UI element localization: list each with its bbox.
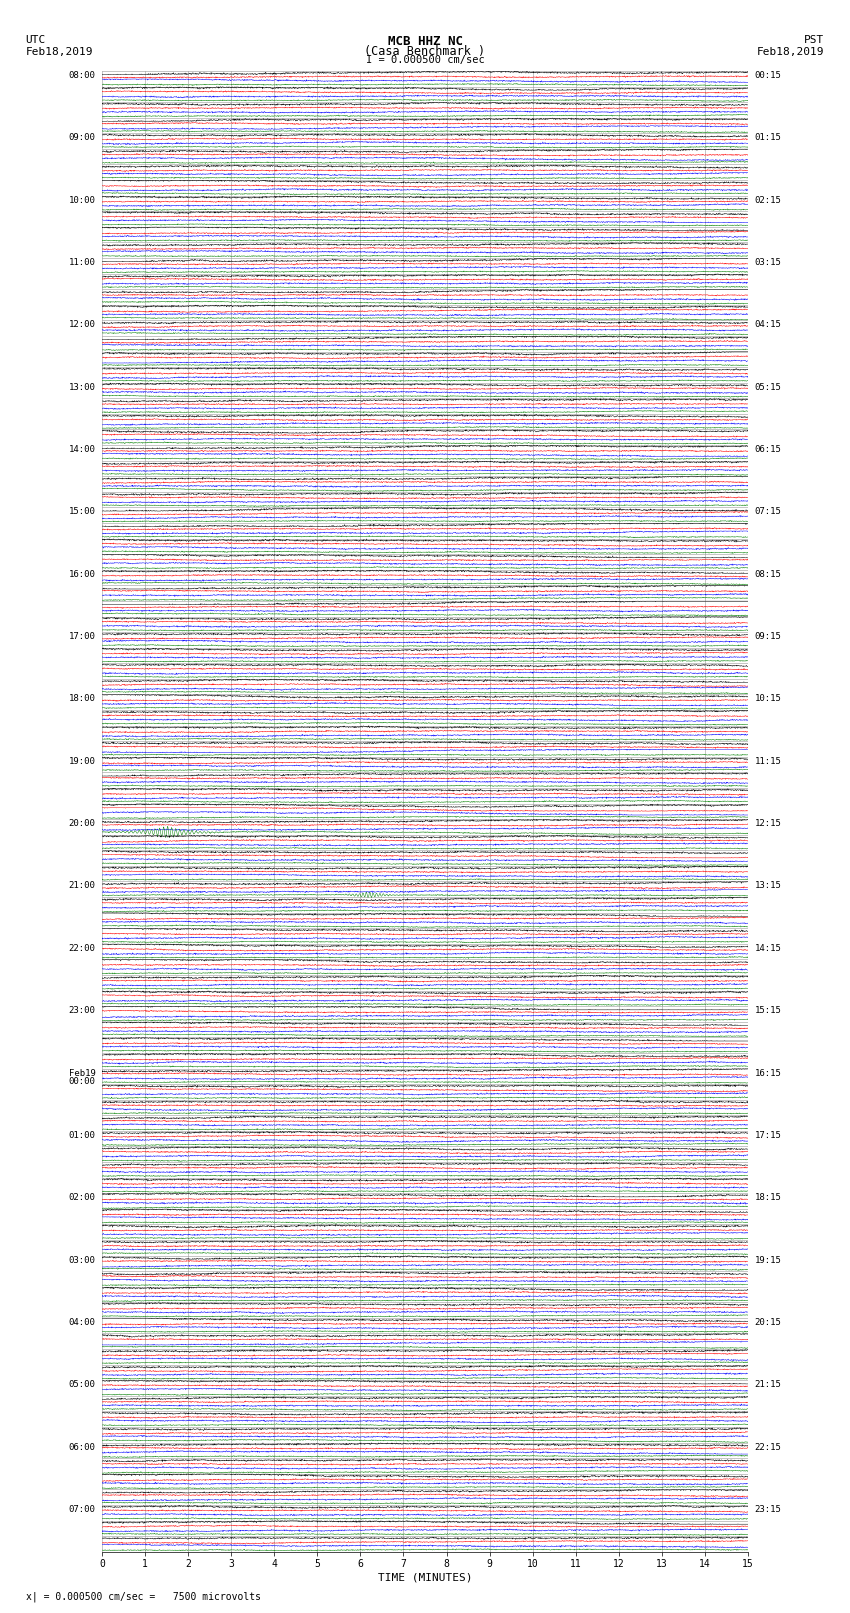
Text: I = 0.000500 cm/sec: I = 0.000500 cm/sec (366, 55, 484, 65)
Text: 16:00: 16:00 (69, 569, 95, 579)
Text: 17:00: 17:00 (69, 632, 95, 640)
Text: UTC: UTC (26, 35, 46, 45)
Text: 22:15: 22:15 (755, 1442, 781, 1452)
Text: Feb18,2019: Feb18,2019 (757, 47, 824, 56)
Text: 18:15: 18:15 (755, 1194, 781, 1202)
Text: 15:00: 15:00 (69, 508, 95, 516)
Text: 20:15: 20:15 (755, 1318, 781, 1327)
Text: 09:15: 09:15 (755, 632, 781, 640)
Text: MCB HHZ NC: MCB HHZ NC (388, 35, 462, 48)
Text: 01:15: 01:15 (755, 134, 781, 142)
Text: 16:15: 16:15 (755, 1068, 781, 1077)
Text: 23:15: 23:15 (755, 1505, 781, 1515)
Text: 04:00: 04:00 (69, 1318, 95, 1327)
Text: 12:15: 12:15 (755, 819, 781, 827)
Text: 20:00: 20:00 (69, 819, 95, 827)
Text: 02:15: 02:15 (755, 195, 781, 205)
Text: 19:00: 19:00 (69, 756, 95, 766)
Text: Feb19
00:00: Feb19 00:00 (69, 1068, 95, 1086)
Text: 21:00: 21:00 (69, 881, 95, 890)
Text: 14:00: 14:00 (69, 445, 95, 453)
Text: 17:15: 17:15 (755, 1131, 781, 1140)
Text: 22:00: 22:00 (69, 944, 95, 953)
Text: 12:00: 12:00 (69, 321, 95, 329)
Text: 11:15: 11:15 (755, 756, 781, 766)
Text: 05:00: 05:00 (69, 1381, 95, 1389)
Text: 14:15: 14:15 (755, 944, 781, 953)
Text: 10:00: 10:00 (69, 195, 95, 205)
Text: 06:15: 06:15 (755, 445, 781, 453)
Text: 10:15: 10:15 (755, 695, 781, 703)
Text: 09:00: 09:00 (69, 134, 95, 142)
Text: 08:00: 08:00 (69, 71, 95, 81)
Text: 07:15: 07:15 (755, 508, 781, 516)
Text: (Casa Benchmark ): (Casa Benchmark ) (365, 45, 485, 58)
Text: 07:00: 07:00 (69, 1505, 95, 1515)
Text: 21:15: 21:15 (755, 1381, 781, 1389)
Text: 01:00: 01:00 (69, 1131, 95, 1140)
Text: 03:00: 03:00 (69, 1255, 95, 1265)
Text: 15:15: 15:15 (755, 1007, 781, 1015)
Text: 00:15: 00:15 (755, 71, 781, 81)
Text: Feb18,2019: Feb18,2019 (26, 47, 93, 56)
Text: 08:15: 08:15 (755, 569, 781, 579)
X-axis label: TIME (MINUTES): TIME (MINUTES) (377, 1573, 473, 1582)
Text: 04:15: 04:15 (755, 321, 781, 329)
Text: 03:15: 03:15 (755, 258, 781, 268)
Text: 06:00: 06:00 (69, 1442, 95, 1452)
Text: 05:15: 05:15 (755, 382, 781, 392)
Text: PST: PST (804, 35, 824, 45)
Text: 13:15: 13:15 (755, 881, 781, 890)
Text: 11:00: 11:00 (69, 258, 95, 268)
Text: x| = 0.000500 cm/sec =   7500 microvolts: x| = 0.000500 cm/sec = 7500 microvolts (26, 1590, 260, 1602)
Text: 18:00: 18:00 (69, 695, 95, 703)
Text: 02:00: 02:00 (69, 1194, 95, 1202)
Text: 23:00: 23:00 (69, 1007, 95, 1015)
Text: 13:00: 13:00 (69, 382, 95, 392)
Text: 19:15: 19:15 (755, 1255, 781, 1265)
